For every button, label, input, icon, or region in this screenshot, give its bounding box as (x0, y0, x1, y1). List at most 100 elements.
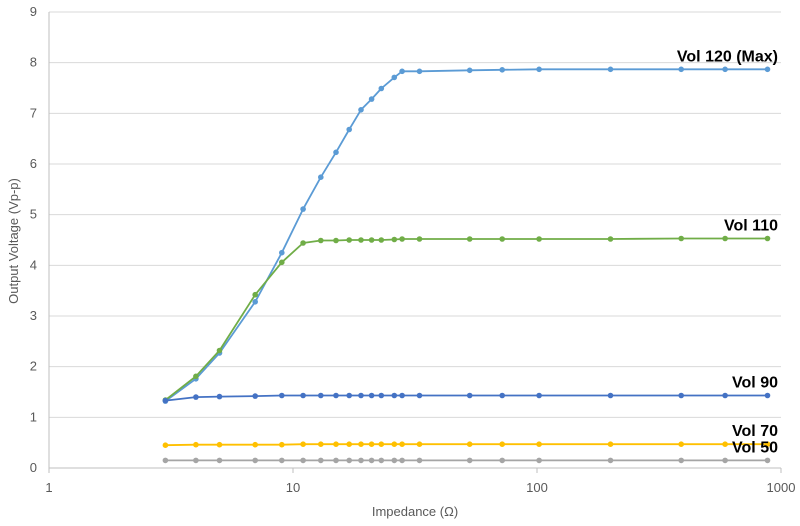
series-label: Vol 120 (Max) (677, 48, 778, 65)
series-label: Vol 90 (732, 375, 778, 392)
y-axis-title: Output Voltage (Vp-p) (6, 178, 21, 304)
series-label: Vol 50 (732, 439, 778, 456)
data-point (279, 259, 285, 266)
data-point (162, 442, 169, 449)
y-tick-label: 2 (30, 359, 37, 374)
data-point (318, 392, 324, 399)
x-tick-label: 100 (526, 480, 548, 495)
data-point (466, 392, 473, 399)
data-point (536, 457, 542, 464)
y-tick-label: 1 (30, 409, 37, 424)
data-point (722, 235, 728, 242)
data-point (252, 291, 258, 298)
data-point (358, 392, 364, 399)
data-point (678, 457, 684, 464)
data-point (300, 441, 306, 448)
data-point (378, 237, 385, 243)
data-point (607, 236, 614, 242)
data-point (333, 149, 339, 156)
series-label: Vol 110 (724, 217, 778, 234)
data-point (358, 441, 364, 448)
data-point (279, 392, 285, 399)
series-label: Vol 70 (732, 423, 778, 440)
data-point (391, 441, 398, 448)
data-point (399, 68, 405, 75)
data-point (216, 393, 223, 400)
data-point (368, 96, 375, 102)
data-point (346, 237, 353, 243)
data-point (607, 441, 614, 448)
data-point (162, 457, 169, 464)
data-point (764, 457, 771, 464)
data-point (358, 107, 364, 113)
data-point (378, 392, 385, 399)
data-point (722, 392, 728, 399)
y-tick-label: 9 (30, 4, 37, 19)
series-1 (162, 235, 771, 403)
data-point (764, 235, 771, 242)
data-point (300, 457, 306, 464)
data-point (499, 441, 506, 448)
data-point (536, 236, 542, 242)
data-point (193, 373, 199, 380)
data-point (399, 457, 405, 464)
data-point (499, 457, 506, 464)
y-tick-label: 0 (30, 460, 37, 475)
series-3 (162, 441, 771, 449)
data-point (499, 392, 506, 399)
data-point (358, 457, 364, 464)
data-point (193, 441, 199, 448)
data-point (333, 392, 339, 399)
data-point (216, 457, 223, 464)
data-point (399, 392, 405, 399)
data-point (607, 392, 614, 399)
data-point (378, 441, 385, 448)
data-point (279, 441, 285, 448)
data-point (368, 237, 375, 243)
data-point (466, 441, 473, 448)
data-point (216, 441, 223, 448)
y-tick-label: 7 (30, 105, 37, 120)
series-line (164, 237, 768, 401)
data-point (536, 392, 542, 399)
data-point (162, 397, 169, 404)
data-point (368, 441, 375, 448)
data-point (346, 126, 353, 133)
data-point (391, 392, 398, 399)
data-point (193, 457, 199, 464)
x-tick-label: 10 (286, 480, 300, 495)
data-point (378, 85, 385, 92)
data-point (333, 457, 339, 464)
data-point (416, 392, 423, 399)
series-line (165, 394, 768, 402)
x-axis-title: Impedance (Ω) (372, 504, 458, 519)
data-point (358, 237, 364, 243)
data-point (607, 457, 614, 464)
data-point (279, 457, 285, 464)
data-point (318, 174, 324, 180)
series-0 (162, 66, 771, 404)
data-point (536, 441, 542, 448)
data-point (300, 206, 306, 212)
data-point (318, 441, 324, 448)
data-point (193, 394, 199, 400)
data-point (678, 66, 684, 73)
data-point (399, 236, 405, 242)
data-point (318, 237, 324, 244)
data-point (764, 66, 771, 73)
y-tick-label: 8 (30, 55, 37, 70)
data-point (279, 249, 285, 256)
data-point (368, 457, 375, 464)
data-point (378, 457, 385, 464)
data-point (416, 457, 423, 464)
data-point (678, 441, 684, 448)
data-point (300, 392, 306, 399)
y-tick-label: 4 (30, 257, 37, 272)
data-point (346, 457, 353, 464)
data-point (300, 240, 306, 246)
data-point (416, 441, 423, 448)
data-point (216, 347, 223, 354)
